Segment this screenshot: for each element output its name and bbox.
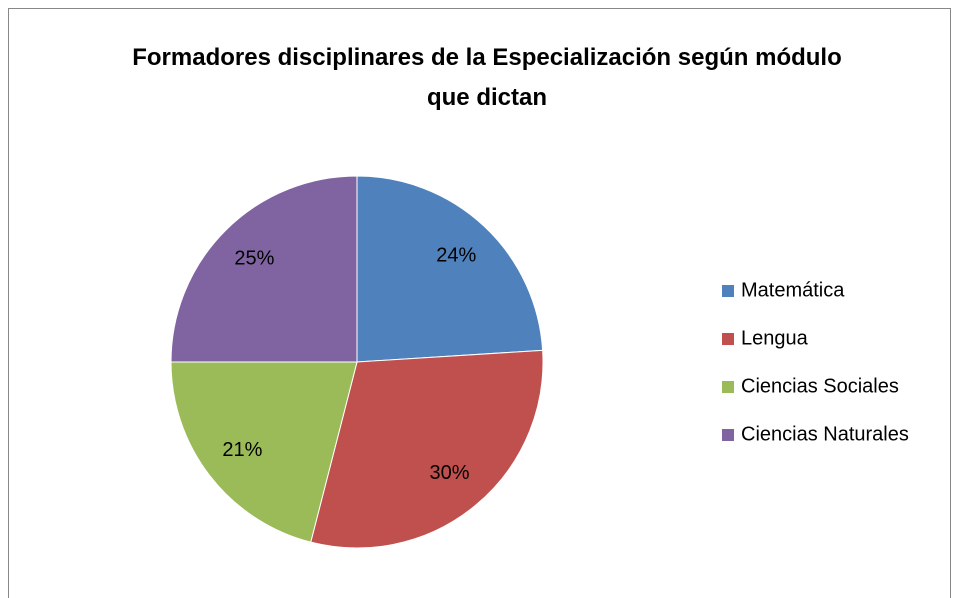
legend-label: Lengua [741,327,809,349]
pie-slice [310,349,544,549]
pie-slice [170,361,358,543]
legend-swatch [722,333,734,345]
data-label: 21% [222,439,262,461]
legend-label: Ciencias Naturales [741,423,909,445]
pie-slice [170,175,358,363]
chart-frame [8,8,951,598]
chart-title: Formadores disciplinares de la Especiali… [132,44,842,111]
data-label: 30% [429,462,469,484]
legend-swatch [722,429,734,441]
legend-label: Matemática [741,279,845,301]
data-label: 24% [436,245,476,267]
legend-swatch [722,285,734,297]
legend-swatch [722,381,734,393]
data-label: 25% [234,248,274,270]
pie-slice [356,175,544,363]
legend-label: Ciencias Sociales [741,375,899,397]
